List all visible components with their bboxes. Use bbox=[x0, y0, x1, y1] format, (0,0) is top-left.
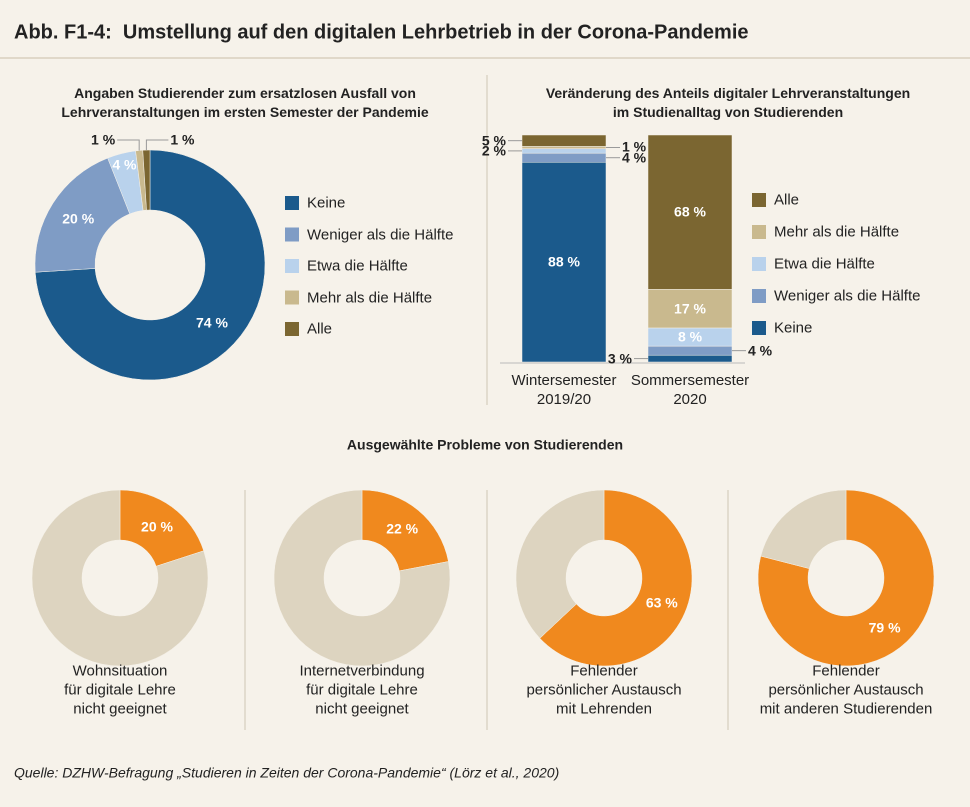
legend-label: Alle bbox=[307, 320, 333, 338]
value-label: 88 % bbox=[548, 253, 580, 270]
legend-label: Alle bbox=[774, 191, 800, 209]
value-label: 17 % bbox=[674, 300, 706, 317]
bar-segment bbox=[647, 289, 733, 329]
bar-segment bbox=[521, 148, 607, 154]
leader-line bbox=[117, 139, 140, 151]
value-label: 20 % bbox=[62, 210, 95, 227]
donut-segment bbox=[142, 149, 151, 211]
donut-segment bbox=[34, 157, 131, 273]
source: Quelle: DZHW-Befragung „Studieren in Zei… bbox=[14, 764, 560, 781]
value-label: 8 % bbox=[677, 328, 703, 345]
value-label: 5 % bbox=[481, 132, 506, 149]
legend-swatch bbox=[285, 196, 299, 210]
legend-label: Weniger als die Hälfte bbox=[307, 226, 454, 243]
legend-swatch bbox=[752, 321, 766, 335]
value-label: 2 % bbox=[481, 142, 506, 159]
chart-title: Internetverbindung für digitale Lehre ni… bbox=[299, 662, 425, 718]
donut-segment bbox=[515, 489, 605, 639]
value-label: 63 % bbox=[645, 594, 678, 611]
chart-title: Wohnsituation für digitale Lehre nicht g… bbox=[64, 662, 176, 718]
donut-segment bbox=[34, 149, 266, 381]
bar-segment bbox=[521, 134, 607, 147]
value-label: 79 % bbox=[868, 619, 901, 636]
value-label: 3 % bbox=[607, 350, 632, 367]
value-label: 20 % bbox=[141, 518, 173, 535]
donut-segment bbox=[760, 489, 847, 569]
chart-title: Angaben Studierender zum ersatzlosen Aus… bbox=[61, 85, 429, 120]
legend-swatch bbox=[285, 290, 299, 305]
section-title: Ausgewählte Probleme von Studierenden bbox=[346, 436, 624, 453]
value-label: 1 % bbox=[622, 138, 647, 155]
bar-segment bbox=[647, 134, 733, 290]
x-tick-label: Sommersemester 2020 bbox=[630, 372, 750, 408]
legend-swatch bbox=[752, 289, 766, 303]
bar-segment bbox=[647, 345, 733, 356]
value-label: 4 % bbox=[112, 156, 137, 173]
leader-line bbox=[145, 139, 169, 151]
bar-segment bbox=[521, 161, 607, 363]
chart-title: Veränderung des Anteils digitaler Lehrve… bbox=[545, 85, 911, 120]
value-label: 68 % bbox=[674, 203, 706, 220]
legend-swatch bbox=[752, 225, 766, 239]
legend-swatch bbox=[752, 257, 766, 271]
donut-segment bbox=[757, 489, 935, 667]
figure-title: Abb. F1-4: Umstellung auf den digitalen … bbox=[14, 21, 749, 44]
legend-label: Etwa die Hälfte bbox=[774, 255, 875, 273]
x-tick-label: Wintersemester 2019/20 bbox=[511, 372, 617, 408]
value-label: 1 % bbox=[91, 131, 116, 148]
legend-label: Mehr als die Hälfte bbox=[774, 223, 900, 241]
legend-swatch bbox=[285, 259, 299, 273]
chart-title: Fehlender persönlicher Austausch mit and… bbox=[759, 662, 933, 718]
bar-segment bbox=[521, 146, 607, 149]
legend-label: Weniger als die Hälfte bbox=[774, 287, 921, 305]
donut-segment bbox=[119, 489, 205, 567]
value-label: 74 % bbox=[195, 314, 228, 331]
legend-label: Etwa die Hälfte bbox=[307, 257, 408, 275]
legend-swatch bbox=[285, 227, 299, 242]
value-label: 1 % bbox=[170, 131, 195, 148]
value-label: 22 % bbox=[386, 520, 419, 537]
legend-label: Keine bbox=[307, 194, 346, 212]
value-label: 4 % bbox=[622, 149, 647, 166]
legend-swatch bbox=[285, 322, 299, 336]
value-label: 4 % bbox=[748, 342, 773, 359]
legend-label: Keine bbox=[774, 319, 813, 337]
legend-swatch bbox=[752, 193, 766, 207]
legend-label: Mehr als die Hälfte bbox=[307, 289, 433, 306]
bar-segment bbox=[521, 152, 607, 163]
donut-segment bbox=[31, 489, 209, 667]
bar-segment bbox=[647, 354, 733, 363]
donut-segment bbox=[361, 489, 449, 572]
donut-segment bbox=[273, 489, 451, 667]
donut-segment bbox=[539, 489, 693, 667]
chart-title: Fehlender persönlicher Austausch mit Leh… bbox=[526, 662, 682, 718]
